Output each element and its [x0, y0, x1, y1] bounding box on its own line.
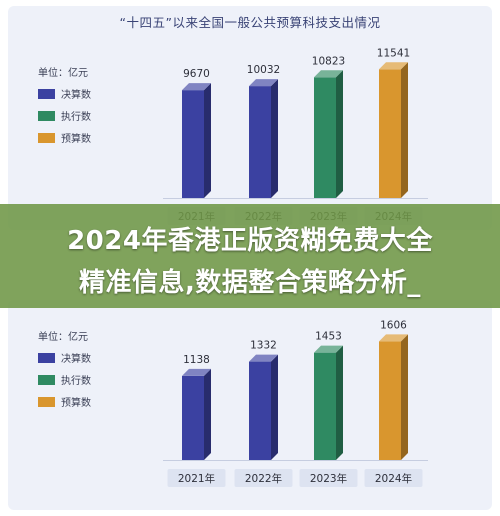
bar-side	[204, 368, 211, 460]
bar-top	[182, 368, 211, 376]
overlay-line-1: 2024年香港正版资糊免费大全	[67, 226, 433, 256]
bar-top	[182, 83, 211, 91]
chart-panel-bottom: 单位：亿元 决算数 执行数 预算数 1138 2021年 1332 2022年 1453…	[8, 300, 492, 510]
overlay-banner: 2024年香港正版资糊免费大全 精准信息,数据整合策略分析_	[0, 204, 500, 308]
data-label: 1332	[250, 340, 277, 352]
bar	[314, 70, 343, 198]
legend: 单位：亿元 决算数 执行数 预算数	[38, 328, 91, 416]
legend: 单位：亿元 决算数 执行数 预算数	[38, 64, 91, 152]
bar-side	[401, 334, 408, 460]
bar-side	[401, 62, 408, 198]
bar-front	[379, 69, 401, 198]
legend-item-budget: 预算数	[38, 394, 91, 409]
bar-side	[336, 345, 343, 460]
bar-chart-bottom: 1138 2021年 1332 2022年 1453 2023年 1606 2024年	[163, 319, 428, 487]
bar-top	[249, 79, 278, 87]
data-label: 10032	[247, 64, 280, 76]
legend-item-budget: 预算数	[38, 130, 91, 145]
unit-label: 单位：亿元	[38, 68, 88, 79]
data-label: 1606	[380, 319, 407, 331]
legend-label: 决算数	[61, 90, 91, 101]
legend-label: 预算数	[61, 398, 91, 409]
legend-item-final: 决算数	[38, 350, 91, 365]
bar	[182, 83, 211, 198]
legend-item-executed: 执行数	[38, 108, 91, 123]
legend-label: 执行数	[61, 376, 91, 387]
tick-label-bg	[364, 469, 423, 487]
tick-label-bg	[234, 469, 293, 487]
bar	[249, 354, 278, 460]
bar-side	[204, 83, 211, 198]
legend-label: 预算数	[61, 134, 91, 145]
bar-top	[314, 70, 343, 78]
bar	[314, 345, 343, 460]
legend-swatch	[38, 352, 55, 363]
x-tick-label: 2022年	[245, 472, 282, 485]
x-tick-label: 2024年	[375, 472, 412, 485]
bar-front	[182, 375, 204, 460]
legend-label: 决算数	[61, 354, 91, 365]
bar-top	[379, 62, 408, 70]
bar-top	[249, 354, 278, 362]
bar-side	[271, 79, 278, 198]
bar-front	[314, 352, 336, 460]
x-tick-label: 2021年	[178, 472, 215, 485]
bar-front	[249, 86, 271, 198]
bar-top	[379, 334, 408, 342]
data-label: 11541	[377, 47, 410, 59]
bar-front	[182, 90, 204, 198]
bar-front	[379, 341, 401, 460]
legend-swatch	[38, 110, 55, 121]
legend-swatch	[38, 132, 55, 143]
data-label: 1453	[315, 331, 342, 343]
bar-top	[314, 345, 343, 353]
bar	[249, 79, 278, 198]
legend-swatch	[38, 88, 55, 99]
legend-label: 执行数	[61, 112, 91, 123]
bar-front	[249, 361, 271, 460]
bar-front	[314, 77, 336, 198]
legend-swatch	[38, 374, 55, 385]
bar	[182, 368, 211, 460]
chart-panel-top: “十四五”以来全国一般公共预算科技支出情况 单位：亿元 决算数 执行数 预算数 …	[8, 6, 492, 230]
legend-swatch	[38, 396, 55, 407]
data-label: 10823	[312, 55, 345, 67]
tick-label-bg	[299, 469, 358, 487]
legend-item-executed: 执行数	[38, 372, 91, 387]
bar-chart-top: 96702021年100322022年108232023年115412024年	[163, 47, 428, 225]
bar-side	[336, 70, 343, 198]
data-label: 1138	[183, 354, 210, 366]
bar	[379, 334, 408, 460]
chart-title: “十四五”以来全国一般公共预算科技支出情况	[119, 15, 381, 30]
x-tick-label: 2023年	[310, 472, 347, 485]
overlay-line-2: 精准信息,数据整合策略分析_	[79, 268, 421, 298]
bar	[379, 62, 408, 198]
bar-side	[271, 354, 278, 460]
data-label: 9670	[183, 68, 210, 80]
unit-label: 单位：亿元	[38, 332, 88, 343]
legend-item-final: 决算数	[38, 86, 91, 101]
tick-label-bg	[167, 469, 226, 487]
